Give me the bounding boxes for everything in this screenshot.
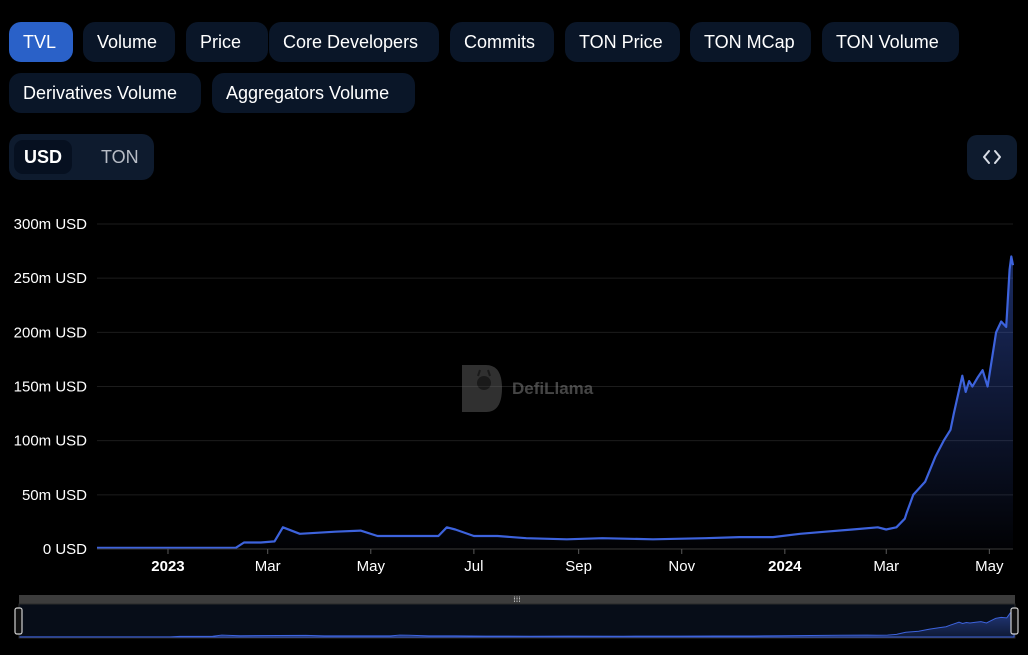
y-tick-label: 200m USD xyxy=(14,324,88,341)
tab-volume[interactable]: Volume xyxy=(83,22,175,62)
tab-core-developers[interactable]: Core Developers xyxy=(269,22,439,62)
x-tick-label: May xyxy=(357,558,386,575)
y-tick-label: 250m USD xyxy=(14,270,88,287)
x-tick-label: May xyxy=(975,558,1004,575)
tab-aggregators-volume[interactable]: Aggregators Volume xyxy=(212,73,415,113)
tab-commits[interactable]: Commits xyxy=(450,22,554,62)
range-selector[interactable]: ⁞⁞⁞ xyxy=(14,595,1019,639)
y-axis-labels: 0 USD 50m USD 100m USD 150m USD 200m USD 250m… xyxy=(14,216,88,558)
tab-derivatives-volume[interactable]: Derivatives Volume xyxy=(9,73,201,113)
currency-usd-option[interactable]: USD xyxy=(14,140,73,174)
y-tick-label: 300m USD xyxy=(14,216,88,233)
y-tick-label: 50m USD xyxy=(22,487,87,504)
x-tick-label: 2024 xyxy=(768,558,802,575)
range-grip-icon: ⁞⁞⁞ xyxy=(513,595,521,604)
range-selector-window xyxy=(18,603,1016,639)
tab-price[interactable]: Price xyxy=(186,22,268,62)
x-axis-labels: 2023 Mar May Jul Sep Nov 2024 Mar May xyxy=(151,549,1004,575)
range-selector-bar[interactable] xyxy=(19,595,1015,604)
tvl-series-line xyxy=(97,255,1015,549)
y-tick-label: 100m USD xyxy=(14,433,88,450)
currency-ton-option[interactable]: TON xyxy=(101,147,139,167)
x-tick-label: 2023 xyxy=(151,558,184,575)
x-tick-label: Nov xyxy=(668,558,695,575)
x-tick-label: Mar xyxy=(873,558,899,575)
range-preview-area xyxy=(19,611,1015,638)
x-tick-label: Sep xyxy=(565,558,592,575)
defillama-watermark: DefiLlama xyxy=(462,365,594,412)
tab-ton-price[interactable]: TON Price xyxy=(565,22,680,62)
range-left-handle[interactable] xyxy=(14,607,23,635)
tab-ton-volume[interactable]: TON Volume xyxy=(822,22,959,62)
embed-button[interactable] xyxy=(967,135,1017,180)
tab-ton-mcap[interactable]: TON MCap xyxy=(690,22,811,62)
range-right-handle[interactable] xyxy=(1010,607,1019,635)
llama-logo-icon xyxy=(462,365,502,412)
currency-toggle: USD TON xyxy=(9,134,154,180)
x-tick-label: Mar xyxy=(255,558,281,575)
y-tick-label: 0 USD xyxy=(43,541,87,558)
tvl-area-fill xyxy=(97,256,1013,549)
tvl-chart: 0 USD 50m USD 100m USD 150m USD 200m USD 250m… xyxy=(14,216,1019,639)
watermark-text: DefiLlama xyxy=(512,379,594,398)
tab-tvl[interactable]: TVL xyxy=(9,22,73,62)
y-tick-label: 150m USD xyxy=(14,379,88,396)
x-tick-label: Jul xyxy=(464,558,483,575)
code-brackets-icon xyxy=(983,150,1001,164)
